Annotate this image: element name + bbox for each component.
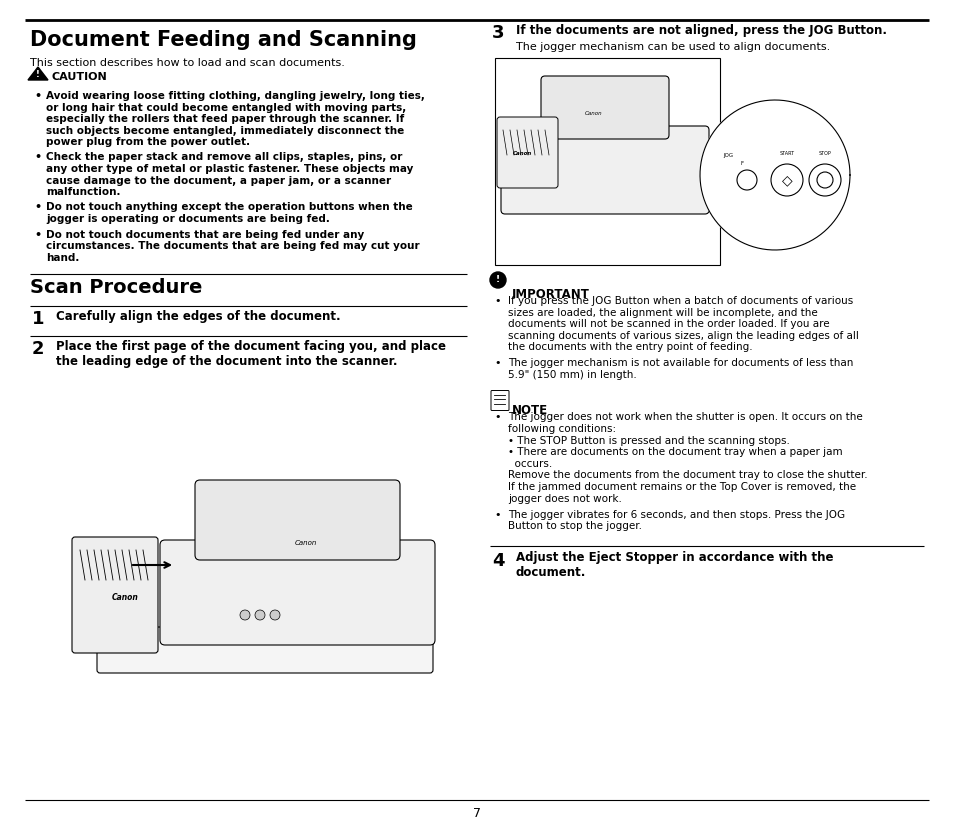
Text: Avoid wearing loose fitting clothing, dangling jewelry, long ties,
or long hair : Avoid wearing loose fitting clothing, da… (46, 91, 424, 147)
FancyBboxPatch shape (97, 627, 433, 673)
Text: Do not touch documents that are being fed under any
circumstances. The documents: Do not touch documents that are being fe… (46, 230, 419, 263)
Text: 3: 3 (492, 24, 504, 42)
Text: Check the paper stack and remove all clips, staples, pins, or
any other type of : Check the paper stack and remove all cli… (46, 152, 413, 197)
Text: STOP: STOP (818, 151, 830, 156)
Text: •: • (34, 152, 41, 163)
Circle shape (240, 610, 250, 620)
Text: 4: 4 (492, 551, 504, 569)
Polygon shape (700, 100, 849, 250)
FancyBboxPatch shape (491, 390, 509, 411)
Text: This section describes how to load and scan documents.: This section describes how to load and s… (30, 58, 345, 68)
Text: NOTE: NOTE (512, 404, 548, 417)
Text: Scan Procedure: Scan Procedure (30, 278, 202, 297)
Text: Do not touch anything except the operation buttons when the
jogger is operating : Do not touch anything except the operati… (46, 203, 413, 224)
Text: Canon: Canon (112, 593, 138, 602)
Text: The jogger vibrates for 6 seconds, and then stops. Press the JOG
Button to stop : The jogger vibrates for 6 seconds, and t… (507, 510, 844, 531)
Circle shape (270, 610, 280, 620)
Text: CAUTION: CAUTION (52, 72, 108, 82)
Text: •: • (34, 91, 41, 101)
Circle shape (490, 272, 505, 288)
FancyBboxPatch shape (194, 480, 399, 560)
Text: 7: 7 (473, 807, 480, 818)
FancyBboxPatch shape (540, 76, 668, 139)
Text: START: START (779, 151, 794, 156)
Text: F: F (740, 161, 742, 166)
Text: Canon: Canon (513, 151, 532, 156)
Text: ◇: ◇ (781, 173, 792, 187)
Text: The jogger mechanism can be used to align documents.: The jogger mechanism can be used to alig… (516, 42, 829, 52)
Text: •: • (494, 358, 500, 368)
Text: •: • (34, 203, 41, 213)
Text: Place the first page of the document facing you, and place
the leading edge of t: Place the first page of the document fac… (56, 340, 446, 368)
Text: 2: 2 (32, 340, 45, 358)
FancyBboxPatch shape (71, 537, 158, 653)
Text: The jogger does not work when the shutter is open. It occurs on the
following co: The jogger does not work when the shutte… (507, 412, 866, 504)
Text: 1: 1 (32, 310, 45, 328)
Text: JOG: JOG (722, 153, 732, 158)
Text: •: • (494, 510, 500, 519)
FancyBboxPatch shape (500, 126, 708, 214)
Text: !: ! (496, 276, 499, 285)
FancyBboxPatch shape (497, 117, 558, 188)
Circle shape (816, 172, 832, 188)
Circle shape (737, 170, 757, 190)
Text: If you press the JOG Button when a batch of documents of various
sizes are loade: If you press the JOG Button when a batch… (507, 296, 858, 353)
Text: Adjust the Eject Stopper in accordance with the
document.: Adjust the Eject Stopper in accordance w… (516, 551, 833, 579)
Circle shape (254, 610, 265, 620)
Text: Document Feeding and Scanning: Document Feeding and Scanning (30, 30, 416, 50)
Text: Canon: Canon (294, 540, 317, 546)
Circle shape (770, 164, 802, 196)
Bar (495, 58, 720, 265)
Text: •: • (494, 296, 500, 306)
FancyBboxPatch shape (160, 540, 435, 645)
Text: !: ! (36, 70, 40, 79)
Text: Carefully align the edges of the document.: Carefully align the edges of the documen… (56, 310, 340, 323)
Text: •: • (34, 230, 41, 240)
Text: Canon: Canon (584, 111, 602, 116)
Circle shape (808, 164, 841, 196)
Text: •: • (494, 412, 500, 423)
Polygon shape (28, 67, 48, 80)
Text: IMPORTANT: IMPORTANT (512, 288, 589, 301)
Text: The jogger mechanism is not available for documents of less than
5.9" (150 mm) i: The jogger mechanism is not available fo… (507, 358, 853, 380)
Text: If the documents are not aligned, press the JOG Button.: If the documents are not aligned, press … (516, 24, 886, 37)
